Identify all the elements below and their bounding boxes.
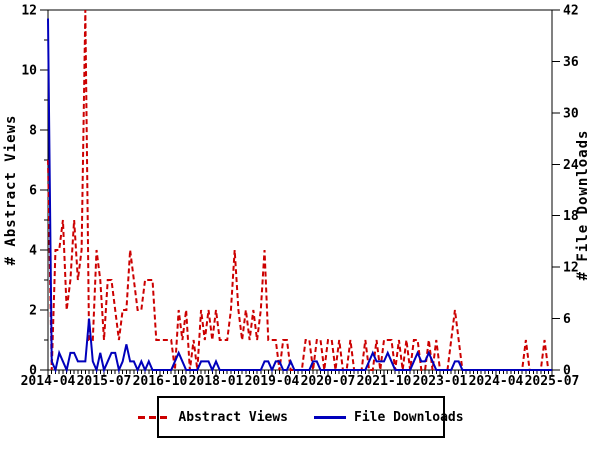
right-axis-tick-label: 18 [563, 209, 579, 224]
series-lines [47, 9, 552, 374]
x-axis-tick-label: 2023-01 [413, 374, 468, 389]
left-axis-tick-label: 10 [21, 64, 37, 79]
left-axis-tick-label: 4 [29, 244, 37, 259]
legend-item-file-downloads: File Downloads [314, 410, 464, 425]
legend-label-file-downloads: File Downloads [354, 409, 464, 425]
x-axis-tick-label: 2018-01 [189, 374, 244, 389]
x-axis-tick-label: 2024-04 [469, 374, 524, 389]
left-axis-title: # Abstract Views [3, 115, 19, 266]
x-axis-tick-label: 2016-10 [133, 374, 188, 389]
left-axis-tick-label: 8 [29, 124, 37, 139]
axis-ticks [40, 9, 560, 377]
file-downloads-solid-swatch [314, 415, 346, 419]
right-axis-tick-label: 24 [563, 158, 579, 173]
right-axis-tick-label: 6 [563, 312, 571, 327]
left-axis-tick-label: 12 [21, 4, 37, 19]
left-axis-tick-label: 2 [29, 304, 37, 319]
left-axis-tick-label: 6 [29, 184, 37, 199]
right-axis-tick-label: 36 [563, 55, 579, 70]
x-axis-tick-label: 2019-04 [245, 374, 300, 389]
plot-border [47, 9, 553, 371]
right-axis-tick-label: 12 [563, 261, 579, 276]
x-axis-tick-label: 2025-07 [525, 374, 580, 389]
x-axis-tick-label: 2014-04 [21, 374, 76, 389]
abstract-views-line [47, 9, 552, 371]
x-axis-tick-label: 2021-10 [357, 374, 412, 389]
left-axis-tick-label: 0 [29, 364, 37, 379]
abstract-views-dashed-swatch [138, 415, 171, 419]
right-axis-tick-label: 42 [563, 4, 579, 19]
plot-frame [47, 9, 553, 371]
right-axis-title: # File Downloads [575, 130, 591, 281]
legend: Abstract Views File Downloads [138, 396, 464, 438]
right-axis-tick-label: 0 [563, 364, 571, 379]
x-axis-tick-label: 2015-07 [77, 374, 132, 389]
x-axis-tick-label: 2020-07 [301, 374, 356, 389]
right-axis-tick-label: 30 [563, 106, 579, 121]
legend-label-abstract-views: Abstract Views [178, 409, 288, 425]
file-downloads-line [47, 18, 552, 374]
legend-item-abstract-views: Abstract Views [138, 410, 288, 425]
